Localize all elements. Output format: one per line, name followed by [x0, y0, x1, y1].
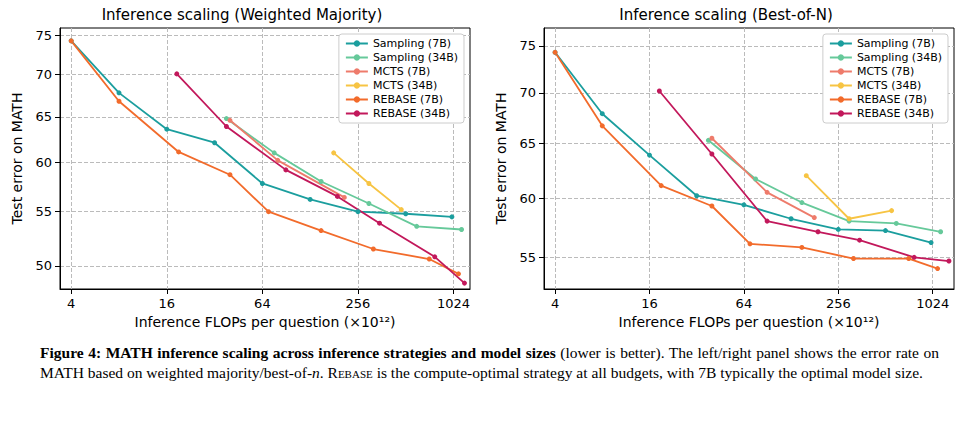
- svg-text:64: 64: [254, 296, 271, 311]
- svg-text:Test error on MATH: Test error on MATH: [493, 93, 509, 226]
- svg-text:MCTS (34B): MCTS (34B): [373, 79, 438, 92]
- svg-text:MCTS (7B): MCTS (7B): [857, 65, 915, 78]
- svg-text:Test error on MATH: Test error on MATH: [9, 93, 25, 226]
- svg-text:75: 75: [519, 38, 536, 53]
- svg-text:55: 55: [519, 250, 536, 265]
- svg-text:16: 16: [641, 296, 658, 311]
- svg-text:75: 75: [35, 28, 52, 43]
- svg-text:Inference FLOPs per question (: Inference FLOPs per question (×10¹²): [135, 314, 396, 330]
- svg-text:Sampling (7B): Sampling (7B): [857, 37, 935, 50]
- svg-text:70: 70: [519, 85, 536, 100]
- svg-text:REBASE (34B): REBASE (34B): [857, 107, 934, 120]
- svg-text:1024: 1024: [916, 296, 949, 311]
- svg-text:1024: 1024: [437, 296, 470, 311]
- svg-text:MCTS (7B): MCTS (7B): [373, 65, 431, 78]
- svg-text:55: 55: [35, 204, 52, 219]
- svg-text:50: 50: [35, 258, 52, 273]
- svg-text:REBASE (7B): REBASE (7B): [857, 93, 927, 106]
- svg-text:60: 60: [35, 155, 52, 170]
- svg-text:256: 256: [346, 296, 371, 311]
- svg-text:Inference scaling (Weighted Ma: Inference scaling (Weighted Majority): [102, 6, 383, 24]
- svg-text:70: 70: [35, 67, 52, 82]
- svg-text:REBASE (34B): REBASE (34B): [373, 107, 450, 120]
- svg-text:64: 64: [736, 296, 753, 311]
- svg-text:REBASE (7B): REBASE (7B): [373, 93, 443, 106]
- svg-text:MCTS (34B): MCTS (34B): [857, 79, 922, 92]
- svg-text:Sampling (34B): Sampling (34B): [857, 51, 942, 64]
- svg-text:Inference scaling (Best-of-N): Inference scaling (Best-of-N): [619, 6, 833, 24]
- svg-text:Sampling (7B): Sampling (7B): [373, 37, 451, 50]
- svg-text:256: 256: [826, 296, 851, 311]
- svg-text:65: 65: [35, 109, 52, 124]
- svg-text:4: 4: [551, 296, 559, 311]
- html-text:Figure 4: MATH inference scali: Figure 4: MATH inference scaling across …: [40, 344, 939, 381]
- svg-text:Inference FLOPs per question (: Inference FLOPs per question (×10¹²): [619, 314, 880, 330]
- svg-text:16: 16: [159, 296, 176, 311]
- svg-text:Sampling (34B): Sampling (34B): [373, 51, 458, 64]
- svg-text:4: 4: [67, 296, 75, 311]
- svg-text:60: 60: [519, 191, 536, 206]
- svg-text:65: 65: [519, 136, 536, 151]
